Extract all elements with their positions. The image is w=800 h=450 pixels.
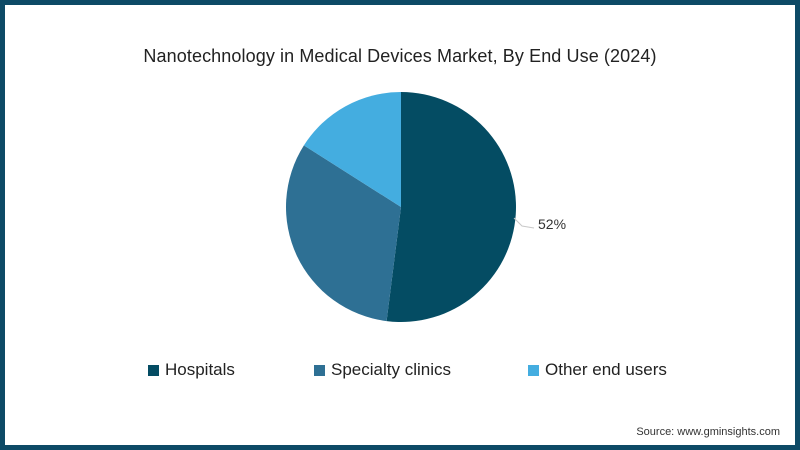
legend-item-hospitals: Hospitals xyxy=(148,360,235,380)
legend-label: Other end users xyxy=(545,360,667,379)
specialty-clinics-swatch-icon xyxy=(314,364,325,376)
source-attribution: Source: www.gminsights.com xyxy=(636,426,780,438)
legend-item-specialty-clinics: Specialty clinics xyxy=(314,360,451,380)
pie-slice-hospitals xyxy=(386,92,516,322)
label-leader-line xyxy=(513,217,535,229)
other-end-users-swatch-icon xyxy=(528,364,539,376)
legend-label: Hospitals xyxy=(165,360,235,379)
pie-slice-specialty-clinics xyxy=(286,145,401,322)
pie-slice-other-end-users xyxy=(303,92,401,207)
legend: Hospitals Specialty clinics Other end us… xyxy=(0,360,800,382)
legend-item-other-end-users: Other end users xyxy=(528,360,667,380)
legend-label: Specialty clinics xyxy=(331,360,451,379)
chart-title: Nanotechnology in Medical Devices Market… xyxy=(143,46,657,66)
hospitals-swatch-icon xyxy=(148,364,159,376)
hospitals-percent-label: 52% xyxy=(538,216,567,232)
